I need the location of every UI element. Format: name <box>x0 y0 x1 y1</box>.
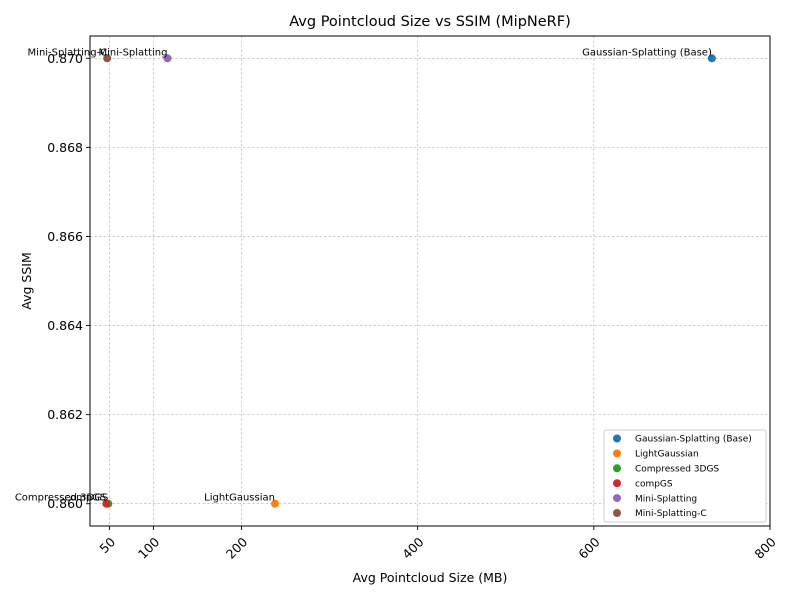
x-tick-label: 600 <box>575 534 603 562</box>
point-label: Mini-Splatting-C <box>28 47 108 58</box>
legend-label: Mini-Splatting <box>635 494 697 504</box>
x-tick-label: 50 <box>96 534 118 556</box>
data-point <box>163 54 172 63</box>
legend-marker <box>613 434 621 443</box>
legend-label: Compressed 3DGS <box>635 465 719 475</box>
legend-entry: LightGaussian <box>613 449 699 460</box>
point-labels: Gaussian-Splatting (Base) LightGaussian Co… <box>15 47 712 503</box>
data-point <box>103 54 112 63</box>
legend: Gaussian-Splatting (Base) LightGaussian Co… <box>603 429 767 523</box>
point-label: Compressed 3DGS <box>15 493 109 504</box>
legend-label: compGS <box>635 479 673 489</box>
legend-frame <box>603 429 767 523</box>
plot-frame <box>89 35 771 527</box>
data-points <box>102 54 716 508</box>
data-point <box>102 499 111 508</box>
x-tick-label: 800 <box>751 534 779 562</box>
y-tick-label: 0.870 <box>47 51 83 66</box>
legend-marker <box>613 494 621 503</box>
point-label: Mini-Splatting <box>98 47 167 58</box>
point-label: Gaussian-Splatting (Base) <box>582 47 712 58</box>
y-tick-label: 0.868 <box>47 140 83 155</box>
legend-entry: Mini-Splatting-C <box>613 509 707 519</box>
data-point <box>707 54 716 63</box>
point-label: compGS <box>64 493 106 504</box>
legend-marker <box>613 479 621 488</box>
grid-lines <box>90 36 771 526</box>
legend-entries: Gaussian-Splatting (Base) LightGaussian Co… <box>613 434 752 519</box>
x-tick-label: 400 <box>399 534 427 562</box>
y-tick-label: 0.860 <box>47 496 83 511</box>
legend-entry: compGS <box>613 479 673 489</box>
y-axis-label: Avg SSIM <box>19 252 34 309</box>
legend-label: LightGaussian <box>635 450 699 460</box>
data-point <box>270 499 279 508</box>
x-tick-label: 100 <box>135 534 163 562</box>
chart-title: Avg Pointcloud Size vs SSIM (MipNeRF) <box>289 14 571 30</box>
legend-entry: Compressed 3DGS <box>613 464 719 475</box>
y-axis-ticks: 0.860 0.862 0.864 0.866 0.868 0.870 <box>47 51 90 511</box>
legend-marker <box>613 509 621 517</box>
legend-marker <box>613 449 621 458</box>
x-axis-label: Avg Pointcloud Size (MB) <box>353 570 508 585</box>
legend-entry: Mini-Splatting <box>613 494 697 504</box>
legend-label: Mini-Splatting-C <box>635 509 707 519</box>
y-tick-label: 0.864 <box>47 318 83 333</box>
legend-marker <box>613 464 621 473</box>
x-axis-ticks: 50 100 200 400 600 800 <box>96 526 779 562</box>
point-label: LightGaussian <box>204 493 275 504</box>
y-tick-label: 0.866 <box>47 229 83 244</box>
x-tick-label: 200 <box>223 534 251 562</box>
legend-label: Gaussian-Splatting (Base) <box>635 435 752 445</box>
legend-entry: Gaussian-Splatting (Base) <box>613 434 752 445</box>
y-tick-label: 0.862 <box>47 407 83 422</box>
